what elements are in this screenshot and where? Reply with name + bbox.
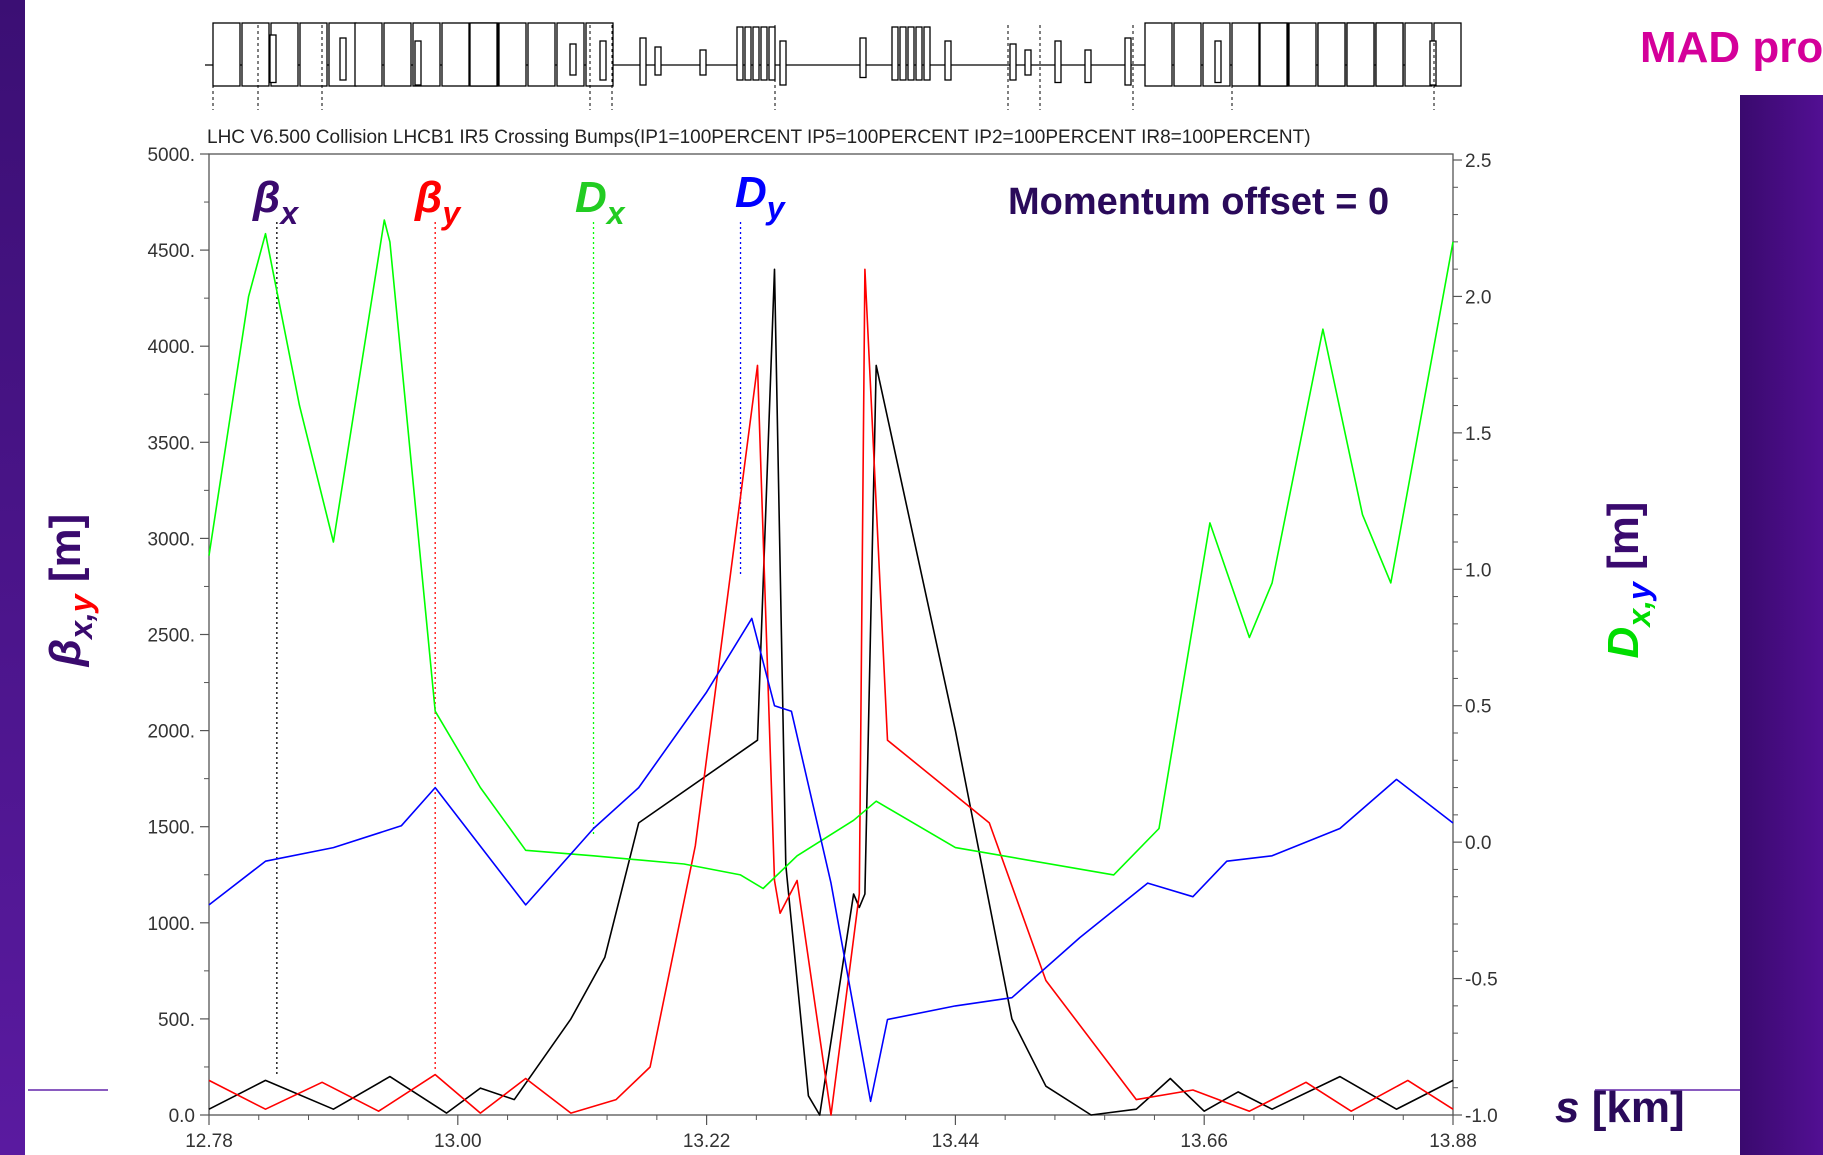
y-left-tick-label: 3000. xyxy=(147,529,195,550)
lattice-magnet xyxy=(1144,22,1173,87)
header-label: MAD program xyxy=(1640,23,1823,72)
series-layer xyxy=(208,219,1454,1116)
y-left-axis: 5000. 4500. 4000. 3500. 3000. 2500. 2000. 1500.… xyxy=(147,145,209,1127)
lattice-quadrupole xyxy=(779,40,787,86)
x-tick-label: 13.22 xyxy=(683,1131,731,1152)
y-right-tick-label: 1.5 xyxy=(1465,424,1491,445)
lattice-quadrupole xyxy=(1054,40,1062,84)
lattice-magnet xyxy=(441,22,470,87)
slide-left-bar xyxy=(0,0,25,1155)
plot-title: LHC V6.500 Collision LHCB1 IR5 Crossing … xyxy=(207,127,1311,148)
y-right-tick-label: -0.5 xyxy=(1465,970,1498,991)
lattice-quadrupole xyxy=(1009,43,1017,81)
lattice-magnet xyxy=(760,26,768,81)
series-beta-y xyxy=(208,268,1454,1116)
x-tick-label: 12.78 xyxy=(185,1131,233,1152)
y-left-tick-label: 3500. xyxy=(147,433,195,454)
lattice-magnet xyxy=(768,26,776,81)
lattice-quadrupole xyxy=(1024,49,1032,76)
lattice-magnet xyxy=(498,22,527,87)
y-left-title: βx,y [m] xyxy=(41,514,99,667)
lattice-magnet xyxy=(354,22,383,87)
y-left-tick-label: 500. xyxy=(158,1010,195,1031)
lattice-magnet xyxy=(1288,22,1317,87)
lattice-magnet xyxy=(241,22,270,87)
y-left-tick-label: 1000. xyxy=(147,914,195,935)
x-tick-label: 13.00 xyxy=(434,1131,482,1152)
y-right-tick-label: 1.0 xyxy=(1465,560,1491,581)
lattice-quadrupole xyxy=(654,46,662,76)
lattice-magnet xyxy=(752,26,760,81)
x-axis-title: s [km] xyxy=(1555,1083,1685,1132)
lattice-quadrupole xyxy=(1429,40,1437,86)
y-left-tick-label: 0.0 xyxy=(169,1106,195,1127)
lattice-magnet xyxy=(212,22,241,87)
y-left-tick-label: 2000. xyxy=(147,722,195,743)
series-d-x xyxy=(208,219,1454,890)
y-right-tick-label: 0.0 xyxy=(1465,833,1491,854)
lattice-magnet xyxy=(891,26,899,81)
lattice-magnet xyxy=(1375,22,1404,87)
marker-lines xyxy=(276,222,742,1075)
y-right-tick-label: 2.5 xyxy=(1465,151,1491,172)
lattice-magnet xyxy=(527,22,556,87)
x-tick-label: 13.44 xyxy=(932,1131,980,1152)
y-right-tick-label: 0.5 xyxy=(1465,697,1491,718)
lattice-quadrupole xyxy=(1124,37,1132,86)
lattice-quadrupole xyxy=(269,34,277,84)
label-beta-y: βy xyxy=(414,173,462,231)
lattice-magnet xyxy=(899,26,907,81)
slide-right-panel xyxy=(1740,95,1823,1155)
x-tick-label: 13.66 xyxy=(1180,1131,1228,1152)
lattice-magnet xyxy=(1259,22,1288,87)
lattice-quadrupole xyxy=(699,49,707,76)
lattice-magnet xyxy=(1433,22,1462,87)
lattice-magnet xyxy=(1404,22,1433,87)
label-beta-x: βx xyxy=(252,173,299,231)
x-tick-label: 13.88 xyxy=(1429,1131,1477,1152)
lattice-quadrupole xyxy=(859,37,867,79)
lattice-magnet xyxy=(744,26,752,81)
lattice-magnet xyxy=(915,26,923,81)
y-left-tick-label: 4000. xyxy=(147,337,195,358)
lattice-quadrupole xyxy=(569,43,577,76)
y-left-tick-label: 2500. xyxy=(147,626,195,647)
x-axis: 12.78 13.00 13.22 13.44 13.66 13.88 xyxy=(185,1115,1477,1152)
momentum-offset-note: Momentum offset = 0 xyxy=(1008,181,1389,223)
lattice-magnet xyxy=(299,22,328,87)
lattice-quadrupole xyxy=(944,40,952,81)
y-right-tick-label: 2.0 xyxy=(1465,287,1491,308)
label-d-x: Dx xyxy=(575,173,626,231)
lattice-magnet xyxy=(907,26,915,81)
y-right-title: Dx,y [m] xyxy=(1599,502,1657,659)
y-right-axis: 2.5 2.0 1.5 1.0 0.5 0.0 -0.5 -1.0 xyxy=(1453,151,1498,1127)
lattice-magnet xyxy=(1346,22,1375,87)
lattice-quadrupole xyxy=(1214,40,1222,84)
series-d-y xyxy=(208,617,1454,1103)
y-left-tick-label: 4500. xyxy=(147,241,195,262)
lattice-quadrupole xyxy=(339,37,347,81)
lattice-quadrupole xyxy=(599,40,607,81)
lattice-magnet xyxy=(383,22,412,87)
series-beta-x xyxy=(208,268,1454,1116)
lattice-magnet xyxy=(923,26,931,81)
y-right-tick-label: -1.0 xyxy=(1465,1106,1498,1127)
lattice-magnet xyxy=(736,26,744,81)
lattice-magnet xyxy=(1317,22,1346,87)
label-d-y: Dy xyxy=(735,168,787,226)
y-left-tick-label: 1500. xyxy=(147,818,195,839)
lattice-strip xyxy=(205,22,1462,110)
lattice-quadrupole xyxy=(639,37,647,86)
lattice-magnet xyxy=(1173,22,1202,87)
lattice-quadrupole xyxy=(1084,49,1092,84)
lattice-quadrupole xyxy=(414,40,422,86)
lattice-magnet xyxy=(1231,22,1260,87)
y-left-tick-label: 5000. xyxy=(147,145,195,166)
lattice-magnet xyxy=(469,22,498,87)
